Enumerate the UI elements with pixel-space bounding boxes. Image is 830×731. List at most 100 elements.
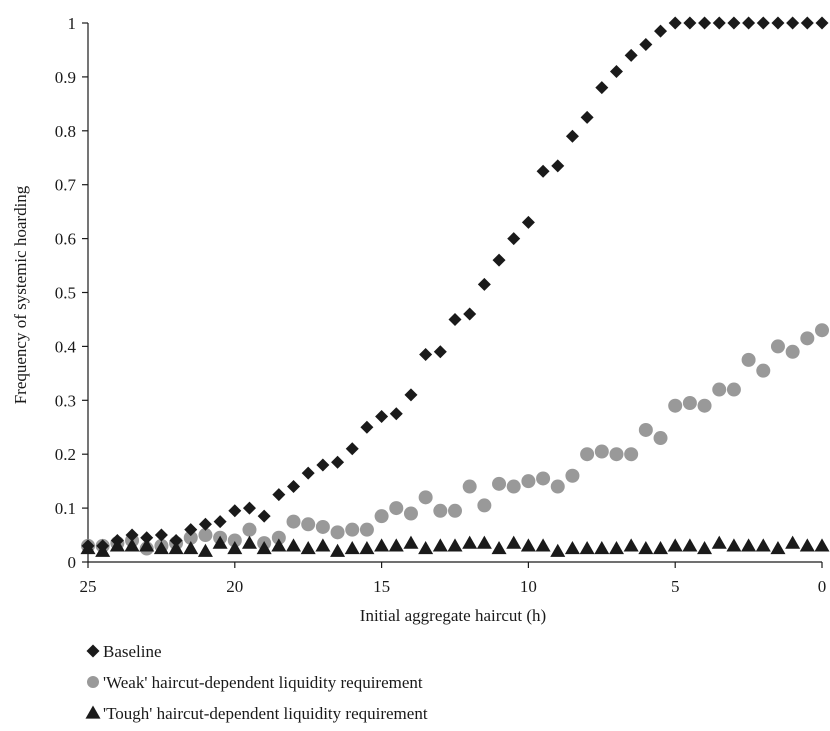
triangle-point (168, 541, 184, 555)
y-tick-label: 0.4 (55, 337, 77, 356)
circle-point (462, 479, 477, 494)
triangle-point (271, 538, 287, 552)
triangle-point (799, 538, 815, 552)
diamond-point (771, 16, 785, 30)
diamond-point (742, 16, 756, 30)
diamond-point (712, 16, 726, 30)
circle-point (594, 444, 609, 459)
circle-point (653, 431, 668, 446)
circle-point (433, 503, 448, 518)
diamond-point (756, 16, 770, 30)
circle-point (242, 522, 257, 537)
circle-point (550, 479, 565, 494)
triangle-point (755, 538, 771, 552)
diamond-point (639, 38, 653, 52)
diamond-point (477, 277, 491, 291)
legend: Baseline 'Weak' haircut-dependent liquidi… (85, 642, 428, 723)
series-circle (81, 323, 829, 556)
x-tick-label: 10 (520, 577, 537, 596)
circle-point (374, 509, 389, 524)
circle-point (624, 447, 639, 462)
y-tick-label: 0.8 (55, 122, 76, 141)
circle-point (448, 503, 462, 518)
y-tick-label: 0.7 (55, 176, 77, 195)
diamond-point (184, 523, 198, 537)
x-tick-label: 5 (671, 577, 680, 596)
x-tick-label: 15 (373, 577, 390, 596)
circle-point (227, 533, 242, 548)
diamond-point (668, 16, 682, 30)
diamond-point (331, 455, 345, 469)
series-diamond (81, 16, 829, 553)
y-tick-label: 0.5 (55, 284, 76, 303)
diamond-point (492, 253, 506, 267)
circle-point (286, 514, 301, 529)
circle-point (712, 382, 727, 397)
diamond-point (448, 312, 462, 326)
triangle-point (476, 535, 492, 549)
diamond-point (404, 388, 418, 402)
circle-point (521, 474, 536, 489)
triangle-point (638, 541, 654, 555)
y-axis-title: Frequency of systemic hoarding (11, 185, 30, 404)
diamond-point (242, 501, 256, 515)
series-triangle (80, 535, 830, 557)
y-ticks: 0 0.1 0.2 0.3 0.4 0.5 0.6 0.7 0.8 0.9 1 (55, 14, 88, 572)
diamond-point (316, 458, 330, 472)
triangle-point (300, 541, 316, 555)
circle-point (183, 530, 198, 545)
circle-point (697, 398, 712, 413)
circle-point (330, 525, 345, 540)
axes: 0 0.1 0.2 0.3 0.4 0.5 0.6 0.7 0.8 0.9 1 25 20 15 10 5 0 (55, 14, 827, 596)
diamond-point (624, 48, 638, 62)
triangle-point (785, 535, 801, 549)
triangle-point (286, 538, 302, 552)
circle-point (403, 506, 418, 521)
diamond-point (551, 159, 565, 173)
triangle-point (594, 541, 610, 555)
diamond-point (786, 16, 800, 30)
triangle-point (697, 541, 713, 555)
legend-label: 'Tough' haircut-dependent liquidity requ… (103, 704, 428, 723)
diamond-point (654, 24, 668, 38)
circle-point (565, 468, 580, 483)
series-layer (80, 16, 830, 557)
diamond-point (609, 65, 623, 79)
circle-point (668, 398, 683, 413)
diamond-point (800, 16, 814, 30)
diamond-point (580, 110, 594, 124)
triangle-point (183, 541, 199, 555)
y-tick-label: 0.9 (55, 68, 76, 87)
x-ticks: 25 20 15 10 5 0 (80, 562, 826, 596)
circle-point (418, 490, 433, 505)
triangle-point (403, 535, 419, 549)
circle-point (506, 479, 521, 494)
triangle-point (124, 538, 140, 552)
diamond-point (815, 16, 829, 30)
diamond-point (389, 407, 403, 421)
triangle-point (256, 541, 272, 555)
triangle-point (227, 541, 243, 555)
circle-point (477, 498, 492, 513)
circle-point (815, 323, 829, 338)
circle-point (198, 528, 213, 543)
circle-point (682, 395, 697, 410)
triangle-point (241, 535, 257, 549)
triangle-point (564, 541, 580, 555)
triangle-point (344, 541, 360, 555)
circle-point (315, 519, 330, 534)
triangle-point (212, 535, 228, 549)
triangle-point (653, 541, 669, 555)
circle-point (741, 352, 756, 367)
triangle-point (462, 535, 478, 549)
triangle-point (315, 538, 331, 552)
diamond-point (301, 466, 315, 480)
triangle-point (197, 543, 213, 557)
diamond-point (140, 531, 154, 545)
triangle-point (608, 541, 624, 555)
y-tick-label: 1 (68, 14, 77, 33)
legend-marker (86, 644, 100, 658)
legend-marker (87, 676, 99, 688)
circle-point (609, 447, 624, 462)
